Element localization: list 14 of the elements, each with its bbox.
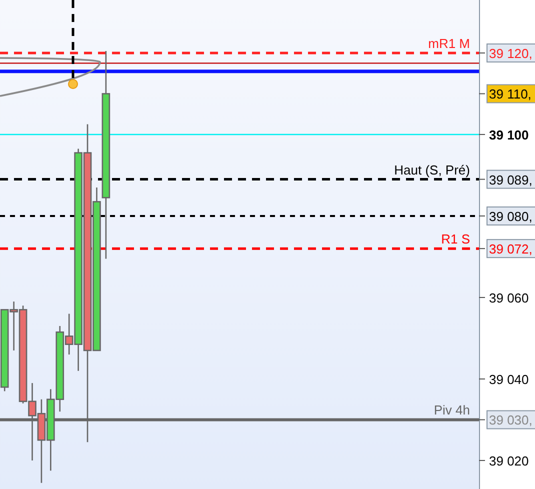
- y-tick-label: 39 030,: [489, 412, 532, 428]
- ref-line-label: R1 S: [441, 232, 470, 247]
- y-tick-label: 39 120,: [489, 46, 532, 61]
- y-tick-label: 39 110,: [489, 86, 532, 102]
- y-tick-label: 39 080,: [489, 208, 532, 224]
- ref-line-label: Piv 4h: [434, 402, 470, 418]
- y-tick-label: 39 040: [489, 372, 529, 387]
- y-tick-label: 39 072,: [489, 242, 532, 257]
- ref-line-label: mR1 M: [428, 36, 470, 51]
- ref-line-label: Haut (S, Pré): [394, 162, 470, 178]
- y-tick-label: 39 100: [489, 127, 529, 142]
- y-tick-label: 39 089,: [489, 172, 532, 188]
- y-tick-label: 39 020: [489, 453, 529, 468]
- y-tick-label: 39 060: [489, 290, 529, 306]
